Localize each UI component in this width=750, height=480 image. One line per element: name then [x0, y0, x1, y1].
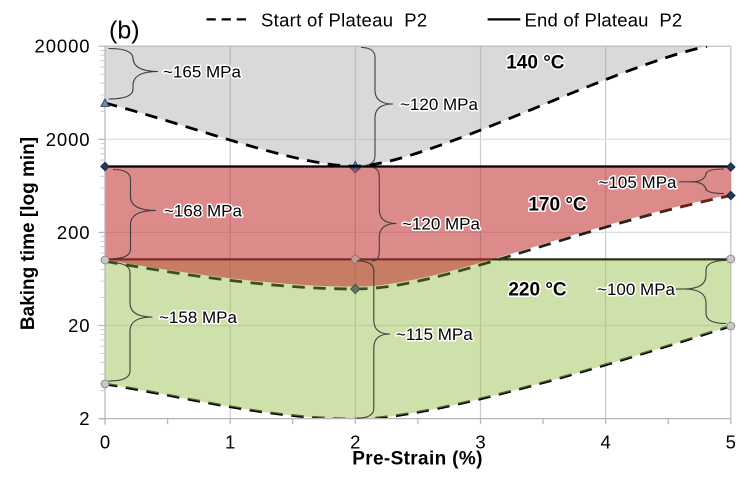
svg-text:~100 MPa: ~100 MPa [597, 280, 676, 299]
svg-text:2000: 2000 [46, 129, 91, 150]
svg-text:20000: 20000 [35, 36, 91, 57]
svg-text:2: 2 [350, 431, 360, 452]
svg-text:Pre-Strain (%): Pre-Strain (%) [352, 448, 483, 469]
svg-text:170 °C: 170 °C [528, 195, 587, 216]
svg-text:200: 200 [57, 222, 91, 243]
svg-text:0: 0 [100, 431, 110, 452]
svg-text:~120 MPa: ~120 MPa [400, 95, 479, 114]
svg-text:(b): (b) [109, 17, 140, 45]
svg-text:Baking time [log min]: Baking time [log min] [18, 137, 39, 330]
svg-text:3: 3 [475, 431, 485, 452]
svg-text:Start of Plateau P2: Start of Plateau P2 [261, 9, 427, 30]
svg-text:140 °C: 140 °C [506, 53, 565, 74]
svg-text:4: 4 [600, 431, 610, 452]
svg-text:2: 2 [79, 408, 90, 429]
svg-text:~115 MPa: ~115 MPa [396, 325, 473, 344]
svg-text:5: 5 [726, 431, 736, 452]
svg-text:~105 MPa: ~105 MPa [599, 173, 678, 192]
svg-text:20: 20 [68, 315, 90, 336]
svg-text:220 °C: 220 °C [508, 280, 567, 301]
svg-text:1: 1 [225, 431, 235, 452]
svg-text:~168 MPa: ~168 MPa [164, 201, 243, 220]
svg-text:End of Plateau P2: End of Plateau P2 [525, 9, 683, 30]
svg-text:~165 MPa: ~165 MPa [163, 62, 242, 81]
svg-text:~120 MPa: ~120 MPa [402, 214, 481, 233]
svg-text:~158 MPa: ~158 MPa [159, 308, 238, 327]
